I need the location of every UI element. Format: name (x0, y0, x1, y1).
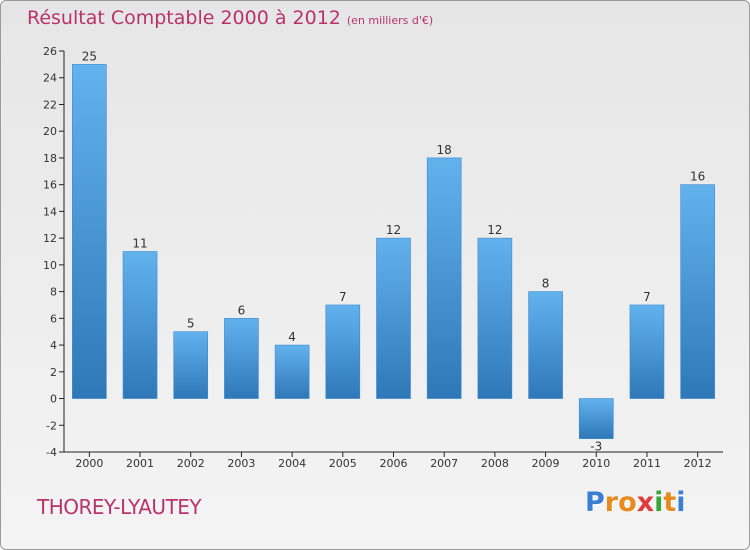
x-tick-label: 2011 (633, 457, 661, 470)
bar-2000 (72, 64, 107, 399)
y-tick-label: 14 (43, 205, 57, 218)
chart-title-text: Résultat Comptable 2000 à 2012 (27, 7, 341, 29)
y-tick-label: 0 (50, 393, 57, 406)
y-tick-label: 16 (43, 179, 57, 192)
x-tick-label: 2010 (582, 457, 610, 470)
x-tick-label: 2003 (227, 457, 255, 470)
y-tick-label: -4 (46, 446, 57, 459)
x-tick-label: 2000 (75, 457, 103, 470)
x-tick-label: 2005 (329, 457, 357, 470)
data-label-2004: 4 (288, 330, 296, 344)
x-tick-label: 2001 (126, 457, 154, 470)
x-tick-label: 2002 (177, 457, 205, 470)
bar-2009 (528, 291, 563, 399)
bar-2011 (629, 304, 665, 399)
bar-2001 (122, 251, 158, 399)
x-tick-label: 2012 (684, 457, 712, 470)
chart-subtitle: (en milliers d'€) (346, 14, 434, 27)
y-tick-label: 26 (43, 45, 57, 58)
y-tick-label: -2 (46, 419, 57, 432)
y-tick-label: 10 (43, 259, 57, 272)
x-tick-label: 2007 (430, 457, 458, 470)
data-label-2009: 8 (542, 277, 550, 291)
bar-series (72, 64, 715, 439)
data-labels: 25 11 5 6 4 7 12 18 12 8 -3 7 16 (82, 49, 706, 453)
y-tick-label: 8 (50, 286, 57, 299)
bar-2004 (274, 344, 310, 399)
bar-2010 (578, 398, 614, 439)
data-label-2006: 12 (386, 223, 401, 237)
y-tick-label: 20 (43, 125, 57, 138)
bar-2012 (680, 184, 715, 399)
y-tick-label: 18 (43, 152, 57, 165)
bar-2003 (224, 318, 259, 399)
data-label-2007: 18 (437, 143, 452, 157)
chart-title: Résultat Comptable 2000 à 2012 (en millie… (27, 7, 433, 29)
data-label-2000: 25 (82, 49, 97, 63)
x-tick-label: 2004 (278, 457, 306, 470)
y-tick-label: 12 (43, 232, 57, 245)
logo-letter: i (654, 487, 664, 518)
logo-letter: o (618, 487, 637, 518)
logo-letter: x (636, 487, 655, 518)
logo-letter: i (676, 487, 686, 518)
logo-letter: t (663, 487, 677, 518)
data-label-2003: 6 (238, 303, 246, 317)
proxiti-logo: Proxiti (585, 487, 686, 518)
y-tick-label: 22 (43, 98, 57, 111)
bar-2006 (376, 237, 411, 399)
logo-letter: P (585, 487, 605, 518)
logo-letter: r (604, 487, 619, 518)
x-tick-label: 2009 (532, 457, 560, 470)
data-label-2012: 16 (690, 170, 705, 184)
data-label-2011: 7 (643, 290, 651, 304)
y-tick-label: 6 (50, 312, 57, 325)
data-label-2001: 11 (132, 237, 147, 251)
bar-2008 (477, 237, 513, 399)
y-tick-label: 4 (50, 339, 57, 352)
x-tick-label: 2008 (481, 457, 509, 470)
bar-2002 (173, 331, 209, 399)
x-axis: 2000 2001 2002 2003 2004 2005 2006 2007 2008 2009… (64, 451, 723, 470)
data-label-2002: 5 (187, 317, 195, 331)
x-tick-label: 2006 (380, 457, 408, 470)
y-tick-label: 24 (43, 72, 57, 85)
data-label-2005: 7 (339, 290, 347, 304)
data-label-2008: 12 (487, 223, 502, 237)
y-tick-label: 2 (50, 366, 57, 379)
commune-name: THOREY-LYAUTEY (37, 495, 202, 519)
bar-2007 (426, 157, 462, 399)
data-label-2010: -3 (590, 440, 602, 454)
bar-2005 (325, 304, 361, 399)
